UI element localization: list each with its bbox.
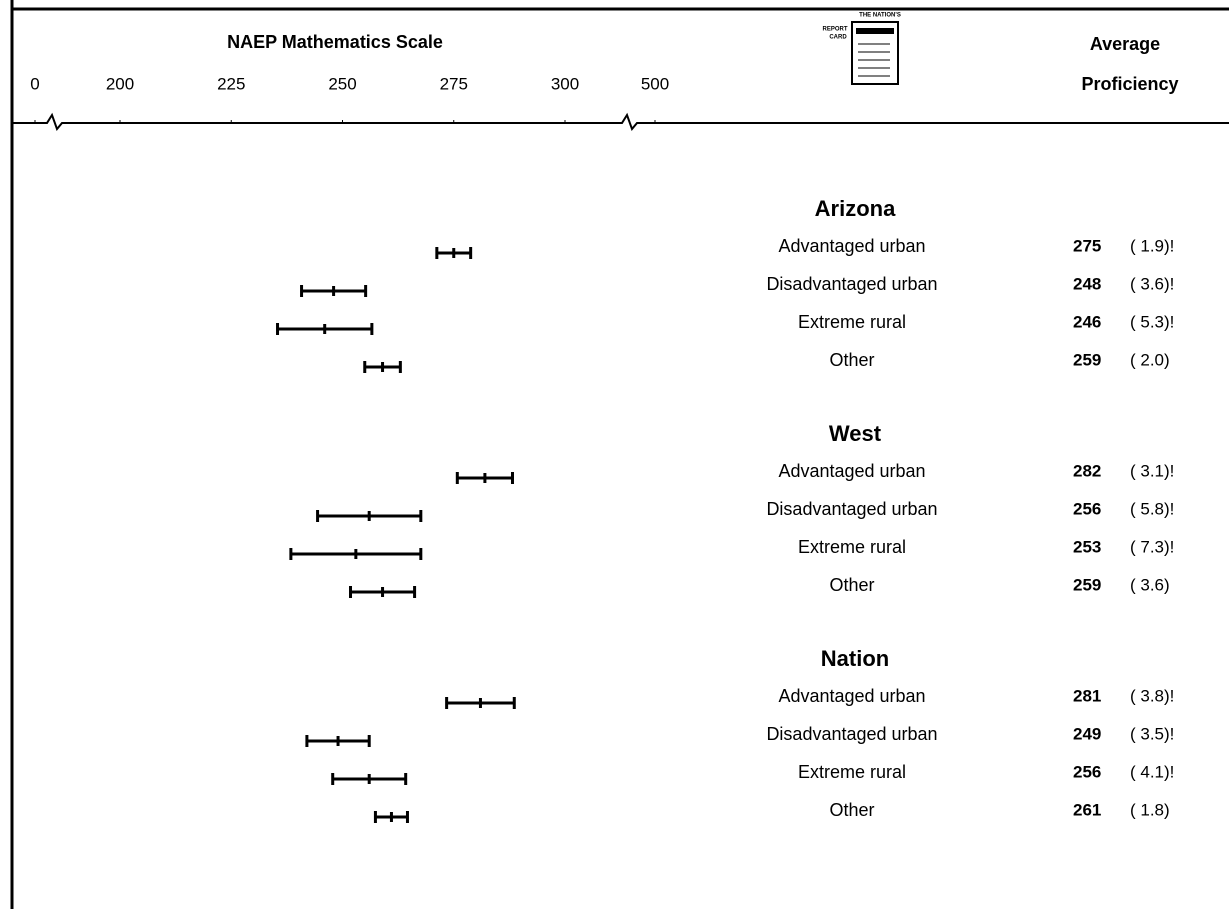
error-bar	[331, 773, 408, 785]
x-tick-label: 225	[217, 74, 245, 93]
value-label: 275	[1073, 236, 1101, 255]
error-label: ( 5.3)!	[1130, 312, 1174, 331]
value-label: 253	[1073, 537, 1101, 556]
x-tick-label: 500	[641, 74, 669, 93]
error-bar	[363, 361, 402, 373]
logo-bar	[856, 28, 894, 34]
logo: THE NATION'S REPORT CARD	[822, 13, 901, 85]
group-label: West	[829, 421, 882, 446]
error-bar	[289, 548, 423, 560]
value-label: 259	[1073, 575, 1101, 594]
axis-line	[12, 112, 1229, 131]
error-label: ( 3.5)!	[1130, 724, 1174, 743]
value-label: 249	[1073, 724, 1101, 743]
error-label: ( 3.1)!	[1130, 461, 1174, 480]
error-label: ( 4.1)!	[1130, 762, 1174, 781]
row-label: Advantaged urban	[778, 686, 925, 706]
row-label: Extreme rural	[798, 312, 906, 332]
group-label: Nation	[821, 646, 889, 671]
error-label: ( 1.8)	[1130, 800, 1170, 819]
error-bar	[455, 472, 514, 484]
column-header: Average	[1090, 34, 1160, 54]
value-label: 259	[1073, 350, 1101, 369]
error-bar	[435, 247, 473, 259]
error-label: ( 7.3)!	[1130, 537, 1174, 556]
logo-text: REPORT	[822, 27, 847, 33]
error-label: ( 5.8)!	[1130, 499, 1174, 518]
x-tick-label: 250	[328, 74, 356, 93]
error-label: ( 3.8)!	[1130, 686, 1174, 705]
value-label: 256	[1073, 762, 1101, 781]
error-bar	[276, 323, 374, 335]
x-tick-label: 0	[30, 74, 39, 93]
x-tick-label: 300	[551, 74, 579, 93]
column-header: Proficiency	[1081, 74, 1178, 94]
error-bar	[445, 697, 516, 709]
row-label: Other	[829, 800, 874, 820]
error-bar	[349, 586, 417, 598]
logo-lines	[858, 43, 890, 77]
value-label: 261	[1073, 800, 1101, 819]
error-label: ( 3.6)	[1130, 575, 1170, 594]
error-bar	[373, 811, 409, 823]
logo-card	[851, 21, 899, 85]
row-label: Other	[829, 350, 874, 370]
row-label: Disadvantaged urban	[766, 724, 937, 744]
logo-text: CARD	[829, 35, 847, 41]
value-label: 246	[1073, 312, 1101, 331]
row-label: Advantaged urban	[778, 236, 925, 256]
error-bar	[316, 510, 423, 522]
row-label: Disadvantaged urban	[766, 274, 937, 294]
error-bar	[300, 285, 368, 297]
error-bar	[305, 735, 371, 747]
logo-text: THE NATION'S	[859, 13, 901, 19]
row-label: Extreme rural	[798, 762, 906, 782]
value-label: 282	[1073, 461, 1101, 480]
row-label: Other	[829, 575, 874, 595]
row-label: Disadvantaged urban	[766, 499, 937, 519]
error-label: ( 3.6)!	[1130, 274, 1174, 293]
error-label: ( 1.9)!	[1130, 236, 1174, 255]
x-tick-label: 275	[440, 74, 468, 93]
value-label: 248	[1073, 274, 1101, 293]
value-label: 281	[1073, 686, 1101, 705]
x-tick-label: 200	[106, 74, 134, 93]
row-label: Extreme rural	[798, 537, 906, 557]
row-label: Advantaged urban	[778, 461, 925, 481]
chart-title: NAEP Mathematics Scale	[227, 32, 443, 52]
value-label: 256	[1073, 499, 1101, 518]
error-label: ( 2.0)	[1130, 350, 1170, 369]
group-label: Arizona	[815, 196, 896, 221]
